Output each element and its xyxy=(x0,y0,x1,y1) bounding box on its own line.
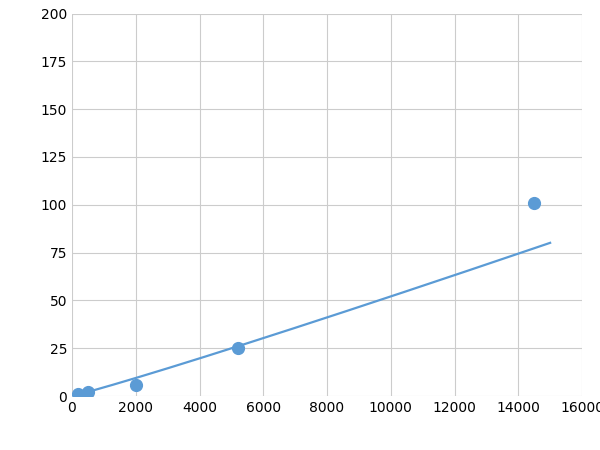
Point xyxy=(74,391,83,398)
Point xyxy=(83,388,93,396)
Point xyxy=(131,381,140,388)
Point xyxy=(529,199,539,207)
Point xyxy=(233,345,242,352)
